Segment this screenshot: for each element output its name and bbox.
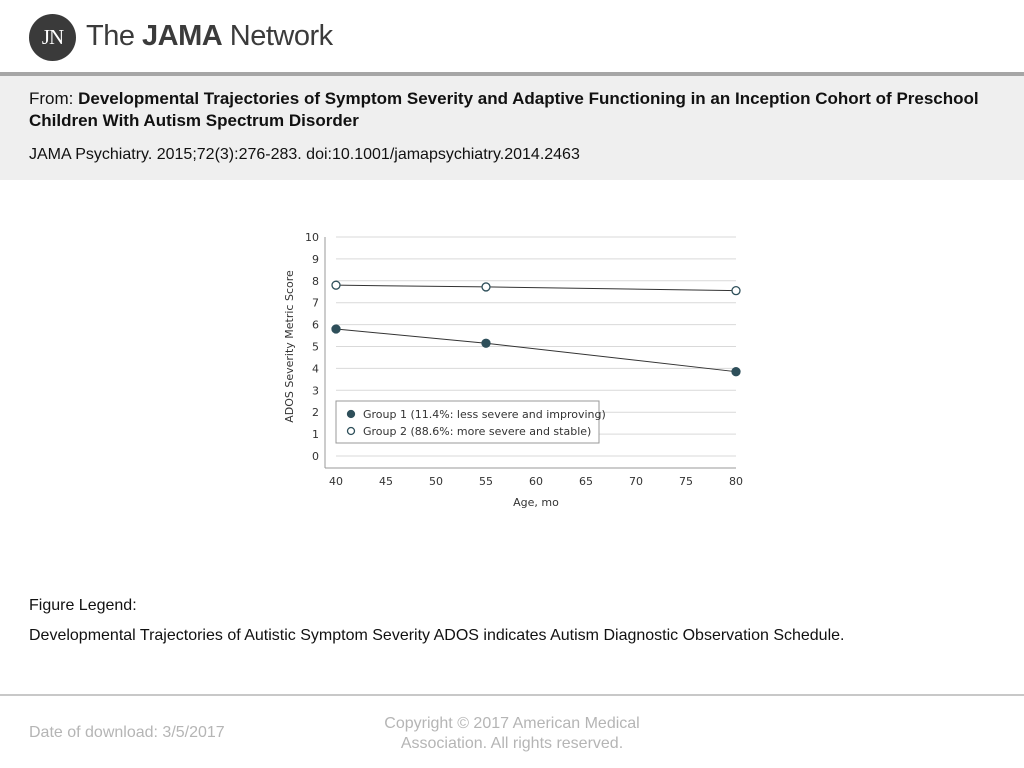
x-tick-label: 55 (479, 475, 493, 488)
series-layer (331, 280, 741, 377)
x-tick-label: 40 (329, 475, 343, 488)
legend-marker-group-2 (346, 426, 356, 436)
header-bar: JN The JAMA Network (0, 0, 1024, 74)
article-title: From: Developmental Trajectories of Symp… (29, 88, 989, 132)
legend-box (335, 400, 600, 444)
download-date: Date of download: 3/5/2017 (29, 724, 225, 741)
legend-entry-group-1: Group 1 (11.4%: less severe and improvin… (363, 408, 606, 421)
y-tick-label: 0 (312, 450, 319, 463)
data-point-group-1 (481, 338, 491, 348)
x-axis-label: Age, mo (513, 496, 559, 509)
figure-legend-text: Developmental Trajectories of Autistic S… (29, 627, 845, 644)
y-tick-label: 10 (305, 231, 319, 244)
series-line-group-1 (335, 328, 737, 373)
x-tick-label: 50 (429, 475, 443, 488)
series-line-group-2 (335, 284, 737, 292)
article-citation: JAMA Psychiatry. 2015;72(3):276-283. doi… (29, 146, 580, 163)
data-point-group-1 (331, 324, 341, 334)
jn-logo-icon[interactable]: JN (29, 14, 76, 61)
data-point-group-2 (731, 286, 741, 296)
legend-entry-group-2: Group 2 (88.6%: more severe and stable) (363, 425, 591, 438)
y-tick-label: 5 (312, 341, 319, 354)
brand-name-jama: JAMA (142, 20, 223, 52)
y-tick-label: 9 (312, 253, 319, 266)
y-tick-label: 4 (312, 362, 319, 375)
x-tick-label: 70 (629, 475, 643, 488)
header-divider (0, 72, 1024, 76)
y-tick-label: 2 (312, 406, 319, 419)
data-point-group-1 (731, 367, 741, 377)
x-tick-label: 80 (729, 475, 743, 488)
y-tick-label: 6 (312, 319, 319, 332)
chart-legend: Group 1 (11.4%: less severe and improvin… (335, 400, 606, 444)
brand-name-network: Network (222, 20, 333, 52)
copyright-line-1: Copyright © 2017 American Medical (384, 715, 640, 732)
y-axis-label: ADOS Severity Metric Score (283, 270, 296, 423)
y-tick-label: 7 (312, 297, 319, 310)
legend-marker-group-1 (346, 409, 356, 419)
article-info-band (0, 76, 1024, 180)
figure-legend-label: Figure Legend: (29, 597, 137, 614)
data-point-group-2 (331, 280, 341, 290)
brand-name-the: The (86, 20, 143, 52)
copyright-notice: Copyright © 2017 American Medical Associ… (362, 714, 662, 754)
article-title-text: Developmental Trajectories of Symptom Se… (29, 89, 979, 130)
x-tick-label: 75 (679, 475, 693, 488)
brand-name[interactable]: The JAMA Network (86, 20, 333, 53)
x-tick-label: 60 (529, 475, 543, 488)
footer-divider (0, 694, 1024, 696)
data-point-group-2 (481, 282, 491, 292)
y-tick-label: 3 (312, 384, 319, 397)
x-tick-label: 45 (379, 475, 393, 488)
from-label: From: (29, 89, 74, 108)
y-tick-label: 1 (312, 428, 319, 441)
x-tick-label: 65 (579, 475, 593, 488)
y-tick-label: 8 (312, 275, 319, 288)
copyright-line-2: Association. All rights reserved. (400, 735, 624, 752)
